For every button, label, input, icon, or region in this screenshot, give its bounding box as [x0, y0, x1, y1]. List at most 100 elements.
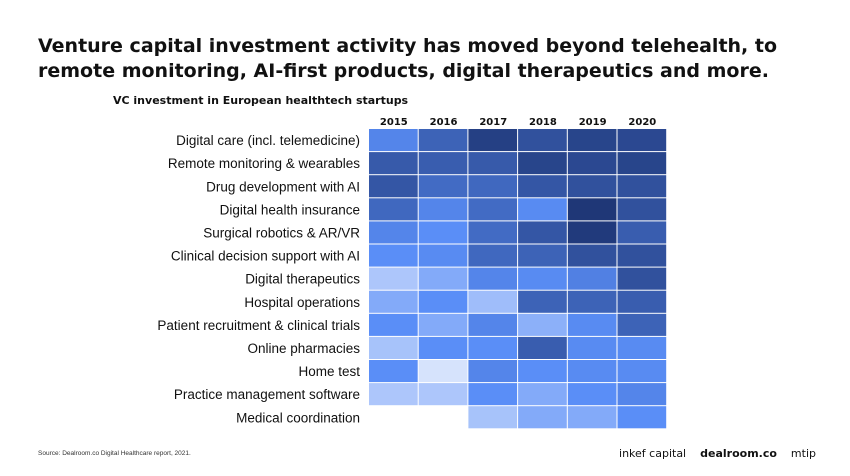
column-label-2015: 2015	[380, 117, 408, 128]
heatmap-cell	[468, 129, 518, 152]
heatmap-cell	[418, 244, 468, 267]
heatmap-cell	[518, 360, 567, 383]
heatmap-cell	[518, 244, 567, 267]
heatmap-cell	[468, 244, 518, 267]
heatmap-cell	[369, 313, 418, 336]
heatmap-cell	[369, 221, 418, 244]
heatmap-cell	[518, 290, 567, 313]
heatmap-cell	[518, 336, 567, 359]
headline: Venture capital investment activity has …	[38, 35, 778, 82]
heatmap-cell	[567, 152, 617, 175]
row-label: Home test	[298, 364, 360, 379]
heatmap-cell	[518, 152, 567, 175]
row-label: Surgical robotics & AR/VR	[203, 225, 360, 240]
row-label: Patient recruitment & clinical trials	[157, 318, 360, 333]
column-label-2018: 2018	[529, 117, 557, 128]
heatmap-cell	[468, 152, 518, 175]
heatmap-cell	[369, 175, 418, 198]
column-label-2017: 2017	[479, 117, 507, 128]
heatmap-cell	[567, 175, 617, 198]
heatmap-cell	[418, 152, 468, 175]
heatmap-cell	[468, 198, 518, 221]
heatmap-cell	[418, 360, 468, 383]
heatmap-cell	[369, 290, 418, 313]
heatmap-cell	[369, 267, 418, 290]
heatmap-cell	[369, 244, 418, 267]
row-label: Online pharmacies	[247, 341, 360, 356]
row-label: Drug development with AI	[206, 179, 360, 194]
heatmap-cell	[418, 383, 468, 406]
heatmap-cell	[567, 383, 617, 406]
heatmap-cell	[518, 406, 567, 429]
heatmap-cell	[617, 175, 667, 198]
heatmap-cell	[518, 175, 567, 198]
heatmap-cell	[617, 360, 667, 383]
heatmap-cell	[518, 313, 567, 336]
heatmap-cell	[468, 383, 518, 406]
heatmap-cell	[518, 129, 567, 152]
heatmap-cell	[617, 267, 667, 290]
logo-bar: inkef capital dealroom.co mtip	[619, 447, 816, 460]
heatmap-cell	[468, 290, 518, 313]
row-label: Medical coordination	[236, 410, 360, 425]
heatmap-cell	[468, 175, 518, 198]
heatmap-cell	[468, 267, 518, 290]
heatmap-cell	[518, 383, 567, 406]
heatmap-cell	[567, 267, 617, 290]
heatmap-cell	[567, 290, 617, 313]
heatmap-cell	[567, 336, 617, 359]
row-label: Remote monitoring & wearables	[168, 156, 360, 171]
heatmap-cell	[518, 267, 567, 290]
heatmap-cell	[418, 336, 468, 359]
row-label: Digital health insurance	[220, 202, 360, 217]
mtip-logo: mtip	[790, 447, 816, 460]
heatmap-cell	[617, 244, 667, 267]
heatmap-cell	[418, 290, 468, 313]
heatmap-cell	[567, 221, 617, 244]
heatmap-cell	[468, 221, 518, 244]
heatmap-cell	[468, 336, 518, 359]
heatmap-cell	[617, 336, 667, 359]
heatmap-cell	[617, 313, 667, 336]
row-label: Clinical decision support with AI	[171, 249, 360, 264]
heatmap-cell	[617, 406, 667, 429]
inkef-capital-logo: inkef capital	[619, 447, 687, 460]
heatmap-cell	[567, 198, 617, 221]
heatmap-cell	[468, 313, 518, 336]
heatmap-cell	[418, 313, 468, 336]
row-label: Digital therapeutics	[245, 272, 360, 287]
heatmap-cell	[369, 360, 418, 383]
row-label: Digital care (incl. telemedicine)	[176, 133, 360, 148]
heatmap-cell	[418, 129, 468, 152]
heatmap-cell	[617, 198, 667, 221]
heatmap-cell	[518, 221, 567, 244]
heatmap-cell	[617, 290, 667, 313]
heatmap-cell	[418, 221, 468, 244]
heatmap-cell	[617, 129, 667, 152]
heatmap-cell	[418, 198, 468, 221]
heatmap-cell	[468, 360, 518, 383]
heatmap-cell	[369, 129, 418, 152]
heatmap-cell	[369, 198, 418, 221]
heatmap-cell	[369, 383, 418, 406]
source-note: Source: Dealroom.co Digital Healthcare r…	[38, 450, 191, 457]
heatmap-cell	[617, 152, 667, 175]
heatmap-cell	[468, 406, 518, 429]
row-label: Hospital operations	[244, 295, 360, 310]
row-label: Practice management software	[174, 387, 360, 402]
heatmap-cell	[418, 267, 468, 290]
heatmap-cell	[567, 313, 617, 336]
heatmap-cell	[567, 129, 617, 152]
heatmap-cell	[518, 198, 567, 221]
column-label-2020: 2020	[628, 117, 656, 128]
column-label-2019: 2019	[579, 117, 607, 128]
heatmap-cell	[617, 383, 667, 406]
heatmap-cell	[369, 152, 418, 175]
heatmap-cell	[567, 244, 617, 267]
heatmap-cell	[369, 336, 418, 359]
chart-title: VC investment in European healthtech sta…	[113, 94, 409, 107]
heatmap-cell	[617, 221, 667, 244]
heatmap-cell	[567, 406, 617, 429]
heatmap-cell	[567, 360, 617, 383]
